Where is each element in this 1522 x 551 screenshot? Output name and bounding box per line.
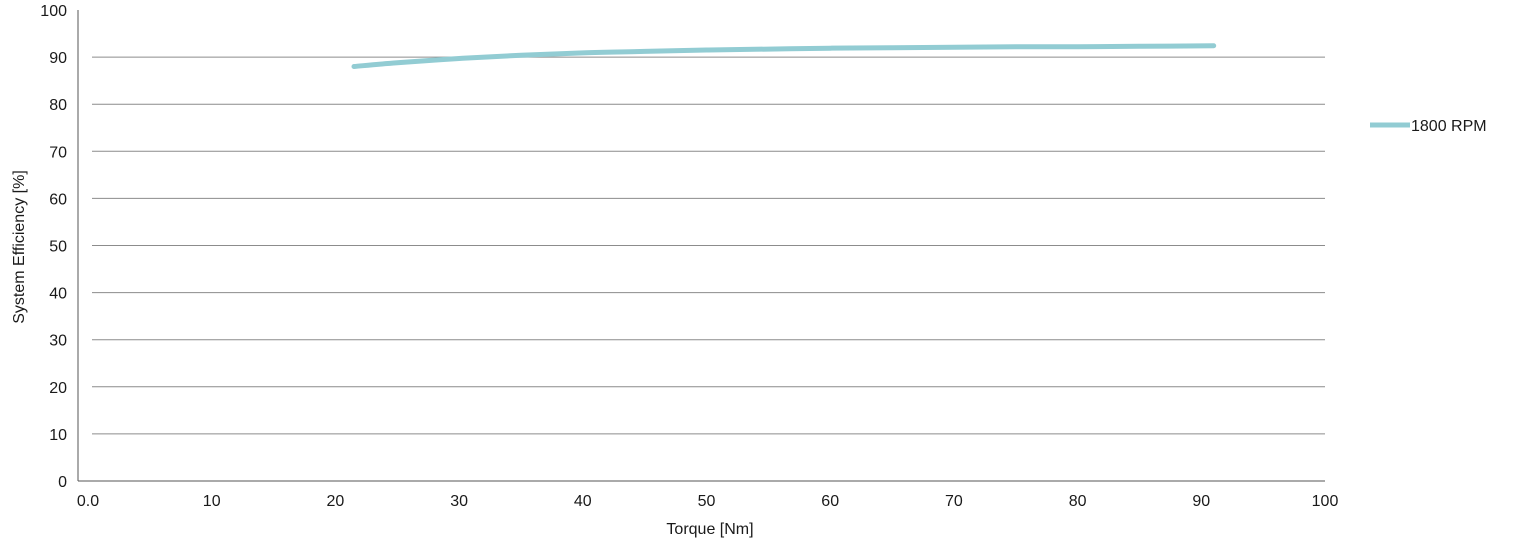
- y-axis-title: System Efficiency [%]: [11, 170, 28, 324]
- y-tick-label-50: 50: [49, 239, 67, 256]
- x-tick-label-60: 60: [821, 493, 839, 510]
- y-tick-label-30: 30: [49, 333, 67, 350]
- x-tick-label-90: 90: [1192, 493, 1210, 510]
- series-lines: [351, 43, 1217, 69]
- series-line-0: [351, 43, 1217, 69]
- y-tick-label-20: 20: [49, 380, 67, 397]
- x-tick-label-80: 80: [1069, 493, 1087, 510]
- x-tick-label-40: 40: [574, 493, 592, 510]
- y-tick-label-100: 100: [40, 3, 67, 20]
- x-tick-label-0: 0.0: [77, 493, 99, 510]
- y-tick-label-70: 70: [49, 144, 67, 161]
- x-tick-label-30: 30: [450, 493, 468, 510]
- x-tick-label-50: 50: [698, 493, 716, 510]
- x-tick-label-70: 70: [945, 493, 963, 510]
- x-axis-title: Torque [Nm]: [666, 521, 753, 538]
- grid-lines: [92, 56, 1325, 435]
- y-tick-label-90: 90: [49, 50, 67, 67]
- y-tick-label-10: 10: [49, 427, 67, 444]
- legend: 1800 RPM: [1370, 118, 1487, 135]
- y-tick-label-80: 80: [49, 97, 67, 114]
- y-tick-label-0: 0: [58, 474, 67, 491]
- x-tick-label-10: 10: [203, 493, 221, 510]
- y-tick-labels: 0 10 20 30 40 50 60 70 80 90 100: [40, 3, 67, 491]
- legend-label-0: 1800 RPM: [1411, 118, 1487, 135]
- y-tick-label-40: 40: [49, 286, 67, 303]
- x-tick-label-100: 100: [1312, 493, 1339, 510]
- x-tick-label-20: 20: [327, 493, 345, 510]
- x-tick-labels: 0.0 10 20 30 40 50 60 70 80 90 100: [77, 493, 1339, 510]
- axes: [77, 10, 1325, 482]
- y-tick-label-60: 60: [49, 191, 67, 208]
